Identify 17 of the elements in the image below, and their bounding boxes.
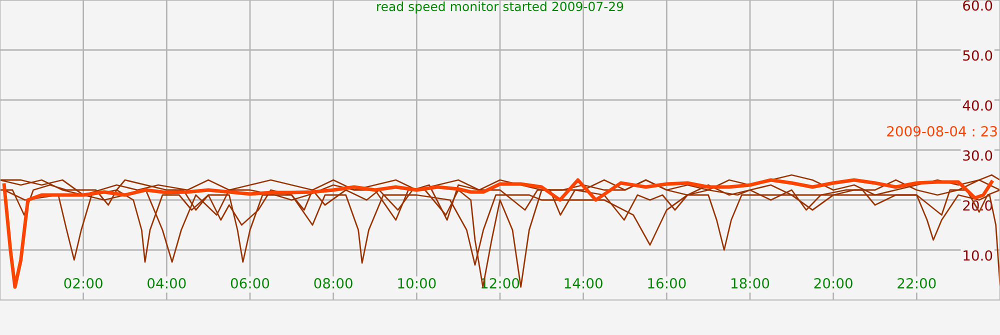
y-tick-label: 50.0 [963, 50, 992, 61]
chart-title: read speed monitor started 2009-07-29 [377, 2, 624, 14]
x-tick-label: 14:00 [564, 278, 602, 289]
x-tick-label: 04:00 [148, 278, 186, 289]
y-tick-label: 40.0 [962, 100, 992, 111]
x-tick-label: 16:00 [648, 278, 686, 289]
x-tick-label: 06:00 [230, 278, 270, 289]
x-tick-label: 08:00 [314, 278, 352, 289]
x-tick-label: 18:00 [732, 278, 770, 289]
x-tick-label: 10:00 [398, 278, 436, 289]
y-tick-label: 60.0 [963, 0, 992, 11]
x-tick-label: 20:00 [814, 278, 852, 289]
y-tick-label: 30.0 [963, 150, 992, 161]
annotation: 2009-08-04 : 23 [887, 126, 997, 137]
x-tick-label: 22:00 [898, 278, 936, 289]
x-tick-label: 02:00 [64, 278, 102, 289]
y-tick-label: 10.0 [964, 250, 992, 261]
